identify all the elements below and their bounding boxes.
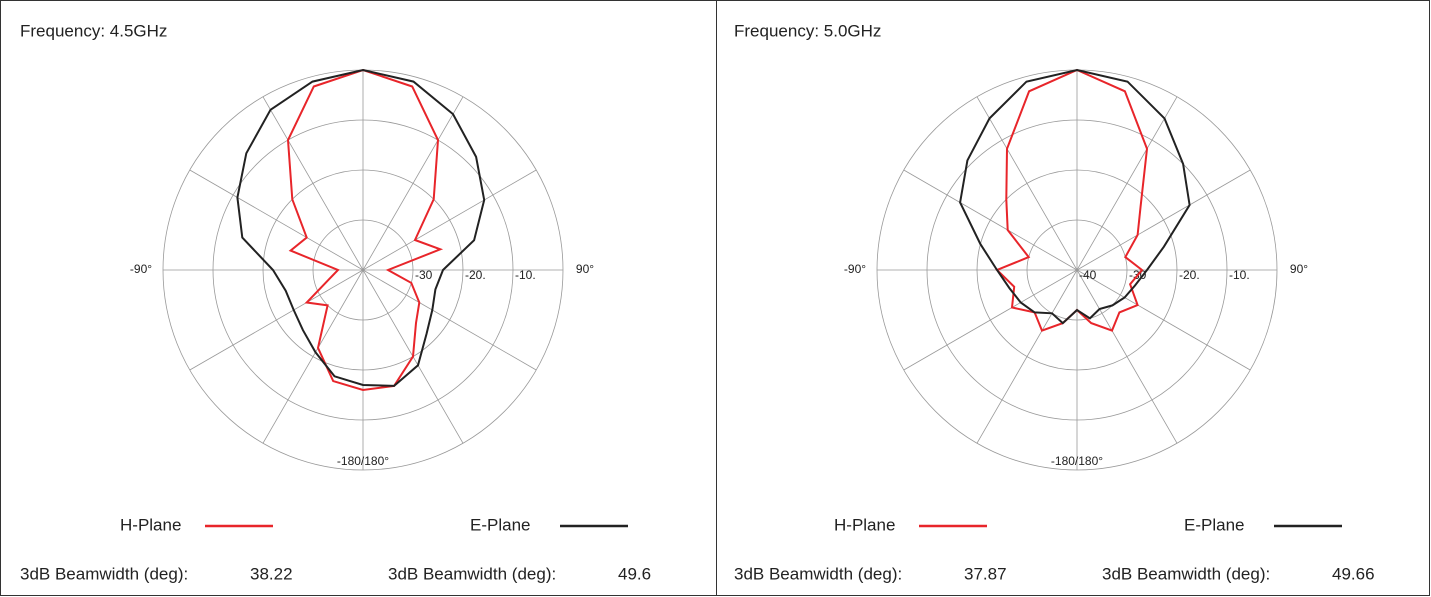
pattern-line	[286, 68, 444, 392]
grid-ring	[312, 219, 414, 321]
r-tick-label: -20.	[465, 268, 486, 282]
angle-label: 90°	[1290, 262, 1308, 276]
r-tick-label: -40	[1079, 268, 1097, 282]
beamwidth-value: 49.6	[618, 564, 651, 583]
grid-ring	[1026, 219, 1128, 321]
grid-ring	[976, 169, 1178, 371]
pattern-line	[995, 68, 1149, 332]
angle-label: -90°	[844, 262, 866, 276]
angle-label: -180/180°	[1051, 454, 1103, 468]
legend-label: H-Plane	[834, 515, 895, 534]
grid-ring	[262, 169, 464, 371]
beamwidth-value: 37.87	[964, 564, 1007, 583]
chart-title: Frequency: 4.5GHz	[20, 21, 167, 40]
beamwidth-value: 38.22	[250, 564, 293, 583]
r-tick-label: -10.	[515, 268, 536, 282]
beamwidth-label: 3dB Beamwidth (deg):	[734, 564, 902, 583]
pattern-line	[959, 68, 1191, 325]
panel-border	[0, 0, 717, 596]
r-tick-label: -30	[415, 268, 433, 282]
pattern-line	[236, 68, 486, 387]
beamwidth-label: 3dB Beamwidth (deg):	[388, 564, 556, 583]
beamwidth-value: 49.66	[1332, 564, 1375, 583]
grid-ring	[212, 119, 514, 421]
legend-label: H-Plane	[120, 515, 181, 534]
legend-label: E-Plane	[470, 515, 530, 534]
r-tick-label: -20.	[1179, 268, 1200, 282]
angle-label: -180/180°	[337, 454, 389, 468]
beamwidth-label: 3dB Beamwidth (deg):	[20, 564, 188, 583]
beamwidth-label: 3dB Beamwidth (deg):	[1102, 564, 1270, 583]
grid-ring	[926, 119, 1228, 421]
legend-label: E-Plane	[1184, 515, 1244, 534]
chart-title: Frequency: 5.0GHz	[734, 21, 881, 40]
panel-border	[716, 0, 1430, 596]
angle-label: 90°	[576, 262, 594, 276]
angle-label: -90°	[130, 262, 152, 276]
r-tick-label: -10.	[1229, 268, 1250, 282]
